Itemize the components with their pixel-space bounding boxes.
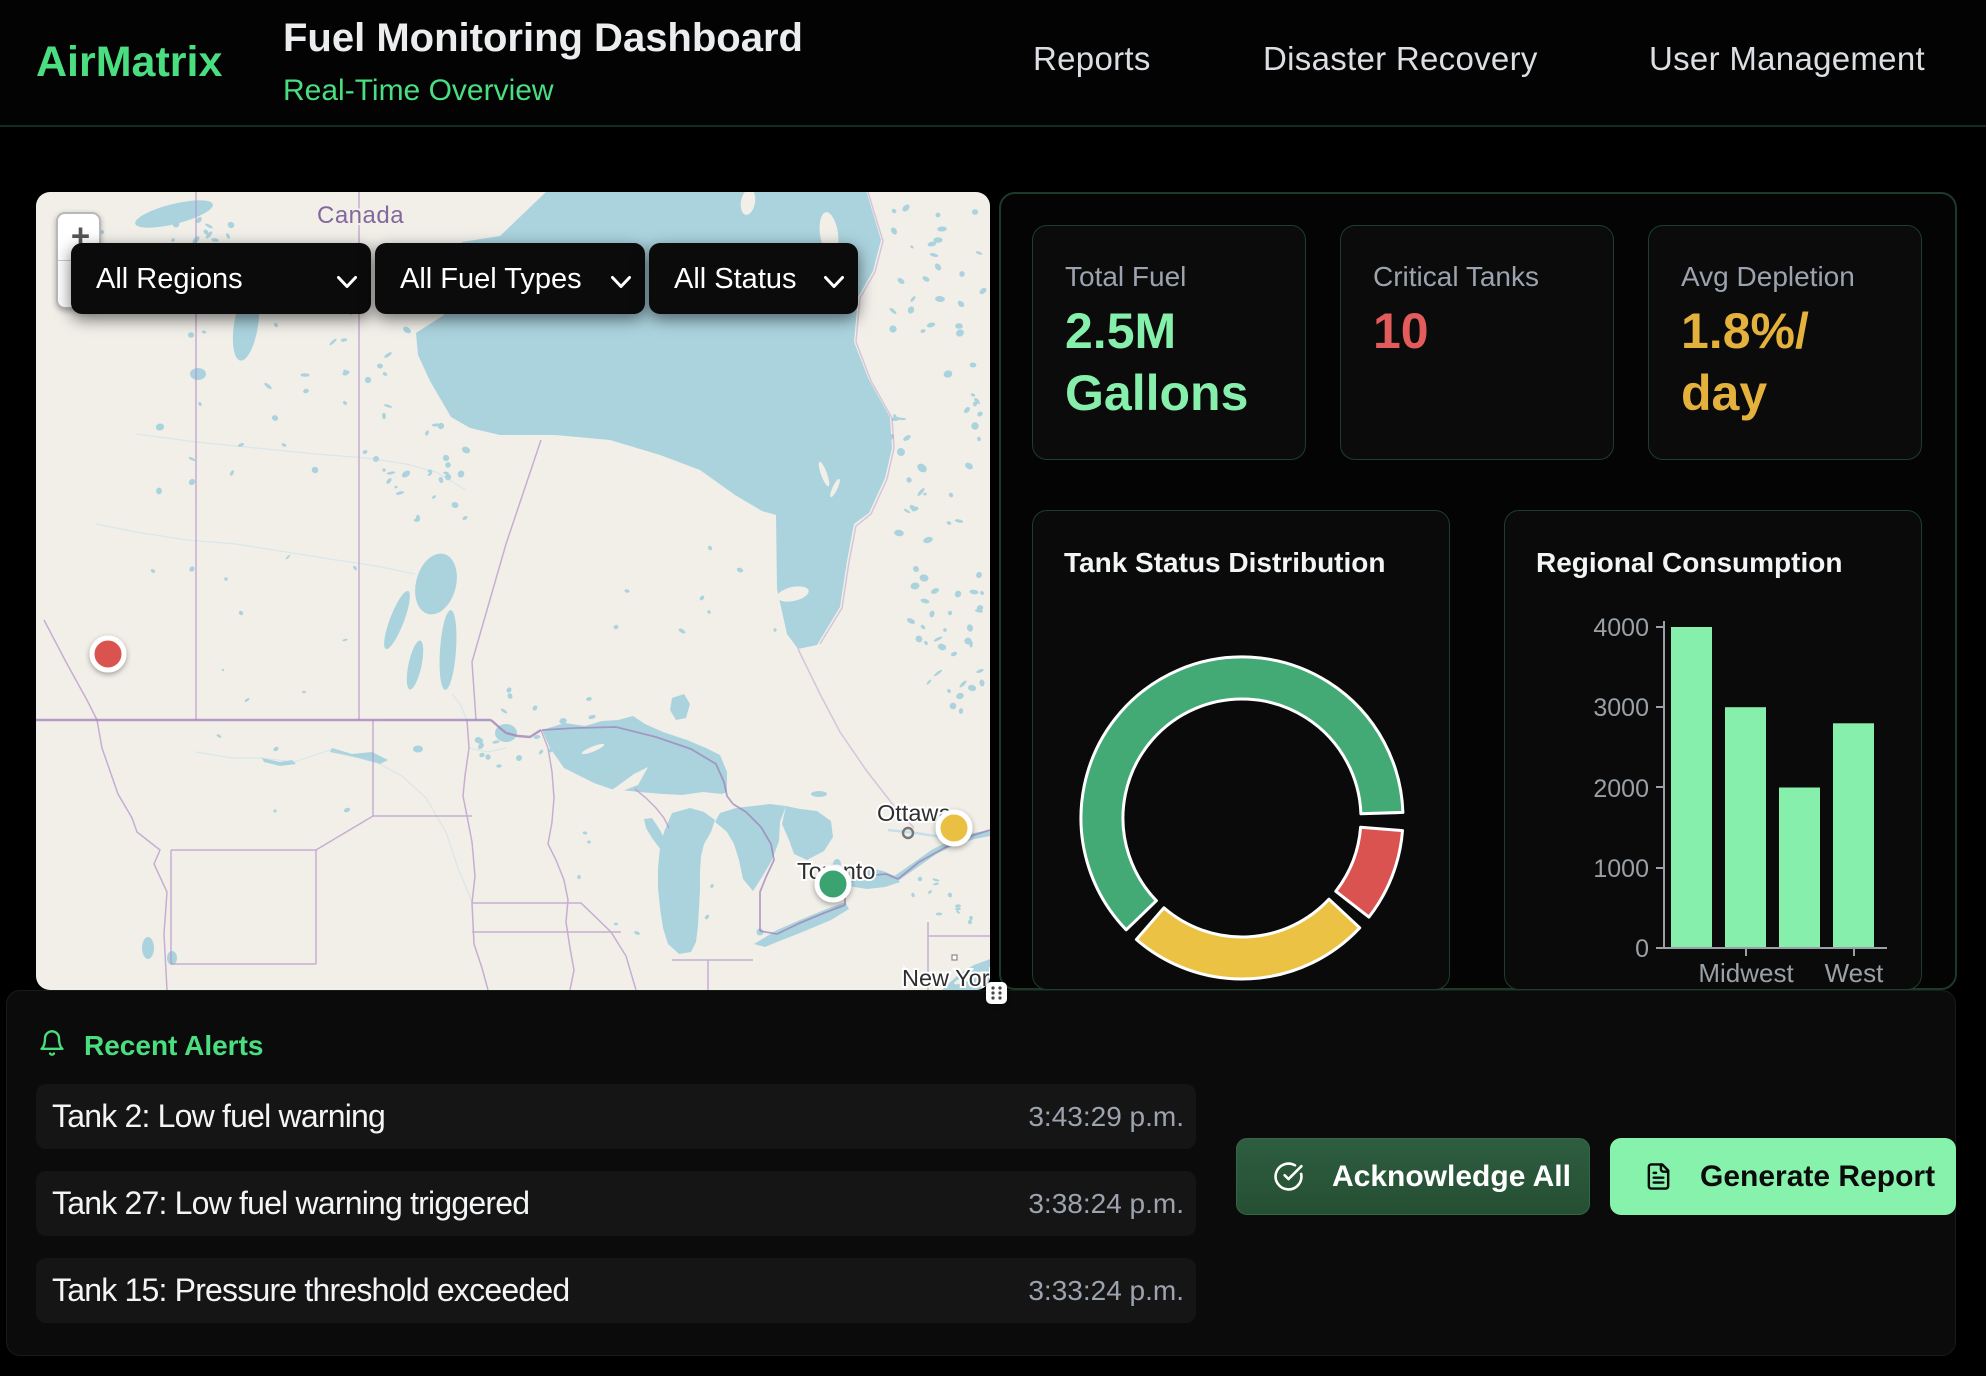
svg-text:West: West [1825, 958, 1885, 988]
svg-text:New York: New York [902, 965, 990, 990]
svg-text:Midwest: Midwest [1698, 958, 1794, 988]
svg-text:0: 0 [1635, 935, 1649, 963]
svg-text:1000: 1000 [1593, 855, 1649, 883]
svg-text:4000: 4000 [1593, 614, 1649, 642]
svg-text:2000: 2000 [1593, 775, 1649, 803]
svg-text:3000: 3000 [1593, 694, 1649, 722]
svg-text:Canada: Canada [317, 202, 404, 229]
